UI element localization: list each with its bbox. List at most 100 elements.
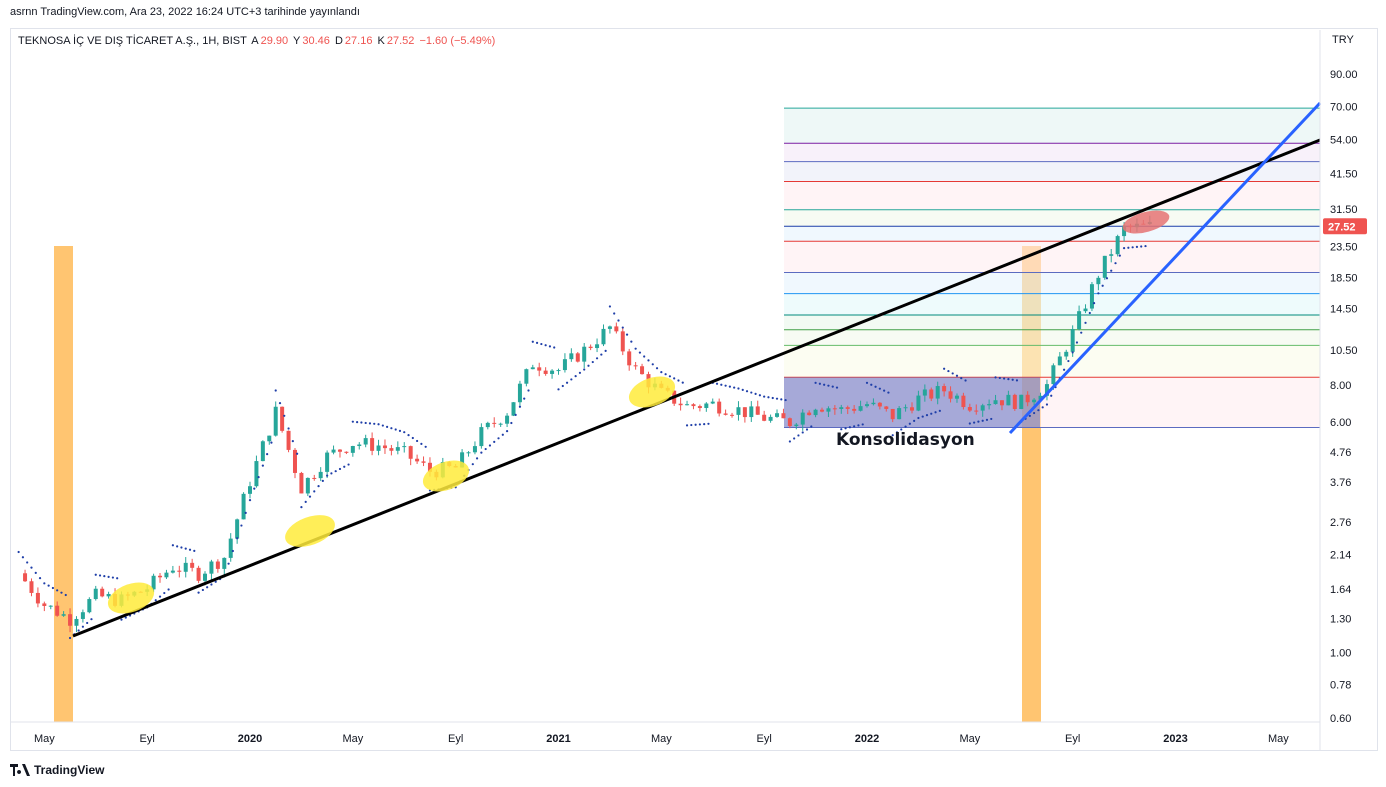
psar-dot (621, 326, 624, 329)
candle-body (363, 438, 368, 445)
consolidation-label: Konsolidasyon (836, 430, 975, 450)
chart-frame[interactable] (10, 28, 1378, 751)
last-price-tag (1323, 218, 1367, 235)
psar-dot (784, 398, 787, 402)
psar-dot (870, 383, 873, 386)
close-value: 27.52 (386, 35, 415, 47)
candle-body (871, 402, 876, 405)
candle-body (286, 430, 291, 450)
psar-dot (206, 586, 209, 589)
psar-dot (296, 452, 299, 455)
psar-dot (180, 546, 183, 549)
candle-body (479, 427, 484, 447)
psar-dot (758, 394, 761, 397)
time-tick-label: 2023 (1163, 733, 1187, 745)
candle-body (402, 446, 407, 448)
psar-dot (475, 457, 479, 460)
candle-body (235, 519, 240, 539)
candle-body (376, 445, 381, 451)
low-value: 27.16 (344, 35, 373, 47)
psar-dot (1118, 254, 1121, 257)
psar-dot (56, 589, 59, 592)
psar-dot (754, 392, 757, 395)
candle-body (800, 412, 805, 425)
psar-dot (274, 389, 277, 392)
candle-body (1012, 394, 1017, 409)
psar-dot (1033, 411, 1036, 415)
psar-dot (677, 379, 680, 382)
psar-dot (17, 550, 20, 554)
psar-dot (548, 345, 552, 348)
psar-dot (763, 395, 766, 398)
candle-body (620, 331, 625, 352)
psar-dot (840, 428, 843, 431)
psar-dot (291, 440, 294, 443)
psar-dot (103, 575, 106, 578)
psar-dot (767, 396, 770, 399)
psar-dot (1144, 244, 1147, 248)
candle-body (787, 418, 792, 427)
psar-dot (227, 562, 230, 565)
last-price-label: 27.52 (1328, 221, 1356, 233)
candle-body (318, 471, 323, 479)
candle-body (164, 572, 169, 578)
psar-dot (1127, 246, 1130, 249)
psar-dot (625, 333, 629, 336)
candle-body (485, 422, 490, 428)
psar-dot (960, 377, 963, 380)
candle-body (588, 346, 593, 349)
psar-dot (30, 566, 33, 569)
candle-body (948, 391, 953, 399)
candle-body (678, 403, 683, 406)
psar-dot (416, 439, 419, 443)
time-tick-label: Eyl (140, 733, 155, 745)
psar-dot (647, 359, 650, 362)
psar-dot (116, 577, 119, 580)
candle-body (61, 614, 66, 616)
psar-dot (668, 375, 672, 378)
psar-dot (1067, 359, 1070, 363)
candle-body (517, 383, 522, 403)
candle-body (1044, 384, 1049, 396)
candle-body (498, 423, 503, 425)
psar-dot (386, 425, 389, 428)
psar-dot (351, 420, 354, 423)
candle-body (93, 588, 98, 600)
candle-body (929, 389, 934, 399)
candle-body (685, 404, 690, 406)
psar-dot (891, 434, 894, 437)
psar-dot (214, 580, 217, 583)
candle-body (68, 614, 73, 626)
psar-dot (497, 437, 500, 440)
fib-zone (784, 108, 1320, 144)
psar-dot (720, 383, 723, 386)
candle-body (627, 351, 632, 366)
psar-dot (724, 384, 727, 387)
axes: 90.00 70.00 54.00 41.50 31.50 23.50 18.50 14.50… (10, 30, 1367, 751)
candle-body (106, 593, 111, 597)
psar-dot (643, 355, 646, 358)
highlight-ellipse (107, 582, 155, 614)
candle-body (344, 451, 349, 453)
psar-dot (694, 423, 697, 426)
candle-body (717, 401, 722, 414)
psar-dot (818, 382, 821, 385)
candle-body (1038, 395, 1043, 400)
candle-body (640, 366, 645, 375)
psar-dot (176, 545, 179, 548)
psar-dot (94, 573, 97, 576)
psar-dot (895, 431, 899, 434)
candle-body (1109, 254, 1114, 256)
psar-dot (565, 381, 569, 384)
psar-dot (407, 433, 410, 437)
candle-body (23, 573, 28, 582)
price-tick-label: 70.00 (1330, 101, 1358, 113)
candle-body (781, 413, 786, 419)
close-label: K (377, 35, 385, 47)
candle-body (865, 404, 869, 407)
candle-body (633, 365, 638, 367)
candle-body (974, 410, 979, 412)
candle-body (999, 400, 1004, 406)
price-tick-label: 0.78 (1330, 679, 1351, 691)
